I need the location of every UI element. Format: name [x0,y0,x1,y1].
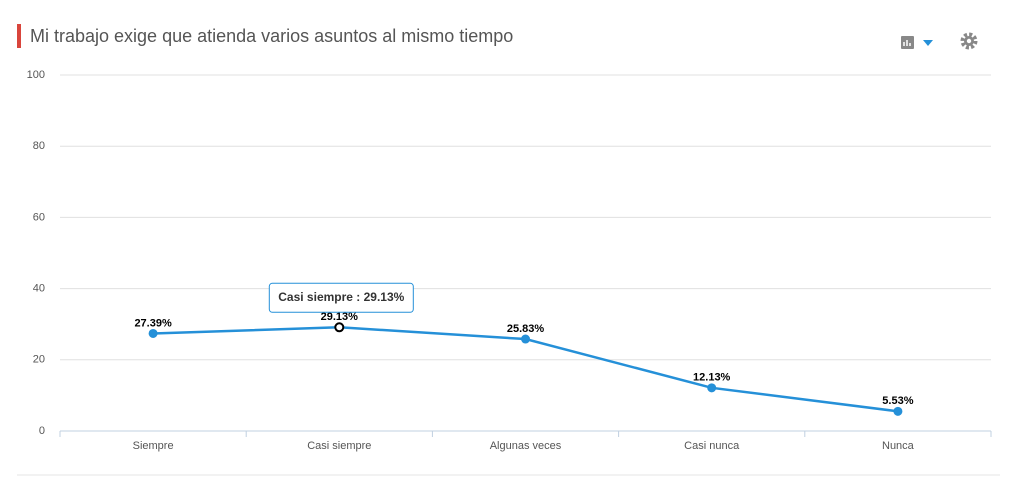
tooltip-box [268,282,414,313]
data-point [148,328,158,338]
data-point [893,406,903,416]
y-tick-label: 60 [33,211,45,223]
gear-hole [966,38,972,44]
y-tick-label: 80 [33,140,45,152]
tooltip: Casi siempre : 29.13% [268,282,414,313]
data-label: 25.83% [507,323,545,335]
x-tick-label: Nunca [882,440,915,452]
data-point [521,334,530,344]
data-point [707,383,717,393]
title-accent [17,24,21,48]
y-tick-label: 20 [33,354,45,366]
chart-type-button[interactable] [901,36,933,49]
x-tick-label: Siempre [133,440,174,452]
y-tick-label: 100 [27,69,45,81]
data-point [334,322,345,333]
y-tick-label: 0 [39,425,45,437]
settings-button[interactable] [960,32,978,50]
y-tick-label: 40 [33,283,45,295]
tooltip-text: Casi siempre : 29.13% [278,290,404,304]
x-tick-label: Casi siempre [307,440,371,452]
data-label: 29.13% [321,311,359,323]
data-label: 12.13% [693,372,731,384]
data-label: 27.39% [134,317,172,329]
gear-teeth [960,32,978,50]
dropdown-arrow [923,40,933,46]
chart-icon-bars [903,40,911,46]
x-tick-label: Casi nunca [684,440,740,452]
data-label: 5.53% [882,395,913,407]
chart-title: Mi trabajo exige que atienda varios asun… [30,26,513,46]
x-tick-label: Algunas veces [490,440,562,452]
